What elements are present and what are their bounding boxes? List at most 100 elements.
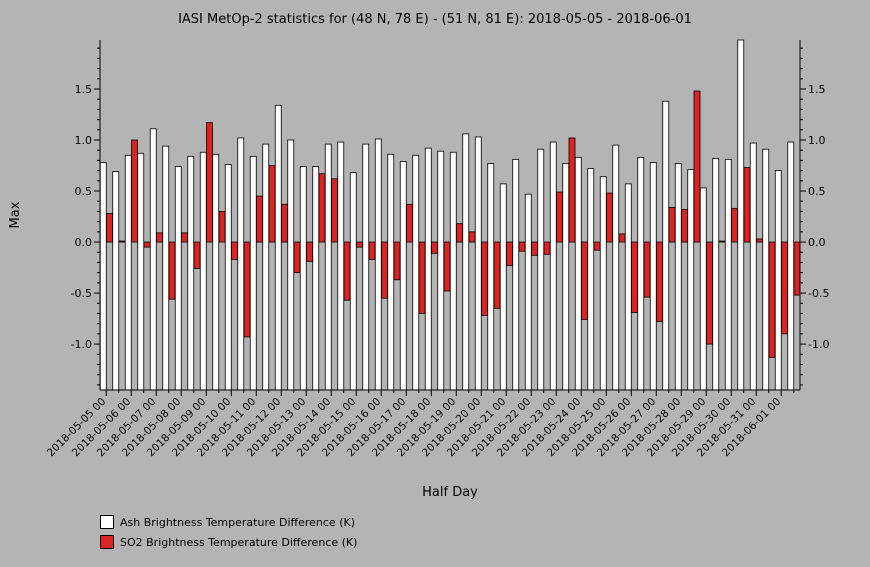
ash-bar-21 [362, 143, 370, 391]
so2-bar-22 [381, 241, 388, 299]
ash-bar-28 [449, 151, 457, 391]
so2-bar-55 [793, 241, 801, 296]
y-tick-label-right: 1.5 [808, 83, 826, 96]
so2-bar-13 [268, 165, 276, 243]
so2-bar-36 [556, 191, 563, 243]
so2-bar-15 [293, 241, 301, 274]
ash-bar-38 [574, 156, 582, 391]
chart-title: IASI MetOp-2 statistics for (48 N, 78 E)… [178, 12, 692, 27]
ash-bar-53 [762, 148, 770, 391]
ash-bar-27 [437, 150, 445, 391]
so2-bar-5 [168, 241, 176, 300]
ash-bar-46 [674, 163, 682, 391]
so2-bar-52 [756, 238, 763, 243]
so2-bar-25 [418, 241, 426, 314]
so2-bar-31 [493, 241, 501, 309]
ash-bar-48 [699, 187, 707, 391]
ash-bar-9 [212, 153, 220, 391]
ash-bar-42 [624, 183, 632, 391]
ash-bar-16 [299, 166, 307, 391]
ash-bar-7 [187, 155, 195, 391]
so2-bar-33 [518, 241, 526, 252]
ash-bar-50 [724, 158, 732, 391]
y-tick-label-left: -0.5 [71, 287, 92, 300]
so2-bar-18 [331, 178, 338, 243]
x-axis-label: Half Day [422, 485, 478, 500]
so2-bar-47 [693, 90, 701, 243]
ash-bar-18 [324, 143, 332, 391]
so2-bar-28 [456, 223, 463, 243]
so2-bar-6 [181, 232, 188, 243]
so2-bar-51 [743, 167, 751, 243]
so2-bar-42 [631, 241, 638, 313]
so2-bar-0 [106, 213, 113, 243]
ash-bar-30 [474, 136, 482, 391]
ash-bar-36 [549, 141, 557, 391]
ash-bar-31 [487, 163, 495, 391]
legend-swatch-ash [100, 515, 114, 529]
y-tick-label-right: -0.5 [808, 287, 829, 300]
ash-bar-49 [712, 157, 720, 391]
so2-bar-8 [206, 122, 213, 243]
ash-bar-17 [312, 166, 320, 391]
so2-bar-17 [318, 173, 326, 243]
so2-bar-11 [243, 241, 251, 338]
so2-bar-49 [718, 240, 726, 243]
so2-bar-1 [118, 240, 126, 243]
ash-bar-45 [662, 100, 670, 391]
ash-bar-19 [337, 141, 345, 391]
axes-group: -1.0 -1.0 -0.5 -0.5 0.0 0.0 0.5 0.5 1.0 1.0 1.5 1.5… [45, 40, 829, 459]
ash-bar-39 [587, 168, 595, 391]
so2-bar-20 [356, 241, 363, 248]
ash-bar-40 [599, 176, 607, 391]
ash-bar-14 [274, 104, 282, 391]
so2-bar-12 [256, 195, 263, 243]
so2-bar-35 [543, 241, 551, 255]
ash-bar-47 [687, 169, 695, 391]
ash-bar-34 [524, 193, 532, 391]
y-tick-label-left: 0.0 [75, 236, 93, 249]
ash-bar-54 [774, 170, 782, 391]
ash-bar-26 [424, 147, 432, 391]
so2-bar-30 [481, 241, 488, 316]
so2-bar-9 [218, 211, 226, 243]
ash-bar-35 [537, 148, 545, 391]
ash-bar-29 [462, 133, 470, 391]
y-tick-label-right: 0.5 [808, 185, 826, 198]
ash-bar-13 [262, 143, 270, 391]
so2-bar-41 [618, 233, 626, 243]
ash-bar-10 [224, 164, 232, 391]
ash-bar-55 [787, 141, 795, 391]
legend: Ash Brightness Temperature Difference (K… [100, 512, 357, 552]
y-tick-label-right: -1.0 [808, 338, 829, 351]
y-tick-label-left: 1.5 [75, 83, 93, 96]
ash-bar-24 [399, 161, 407, 391]
legend-label-ash: Ash Brightness Temperature Difference (K… [120, 515, 355, 529]
so2-bar-40 [606, 192, 613, 243]
so2-bar-27 [443, 241, 451, 292]
so2-bar-26 [431, 241, 438, 254]
so2-bar-53 [768, 241, 776, 358]
legend-item-ash: Ash Brightness Temperature Difference (K… [100, 512, 357, 532]
ash-bar-37 [562, 163, 570, 391]
so2-bar-10 [231, 241, 238, 260]
ash-bar-22 [374, 138, 382, 391]
so2-bar-2 [131, 139, 138, 243]
so2-bar-7 [193, 241, 201, 269]
ash-bar-15 [287, 139, 295, 391]
ash-bar-5 [162, 145, 170, 391]
ash-bar-0 [99, 162, 107, 391]
so2-bar-14 [281, 203, 288, 243]
ash-bar-32 [499, 183, 507, 391]
ash-bar-51 [737, 39, 745, 391]
so2-bar-24 [406, 203, 413, 243]
ash-bar-12 [249, 155, 257, 391]
legend-item-so2: SO2 Brightness Temperature Difference (K… [100, 532, 357, 552]
ash-bar-20 [349, 172, 357, 391]
ash-bar-3 [137, 152, 145, 391]
legend-swatch-so2 [100, 535, 114, 549]
bars-group [99, 39, 801, 391]
so2-bar-45 [668, 206, 676, 243]
y-tick-label-left: 0.5 [75, 185, 93, 198]
